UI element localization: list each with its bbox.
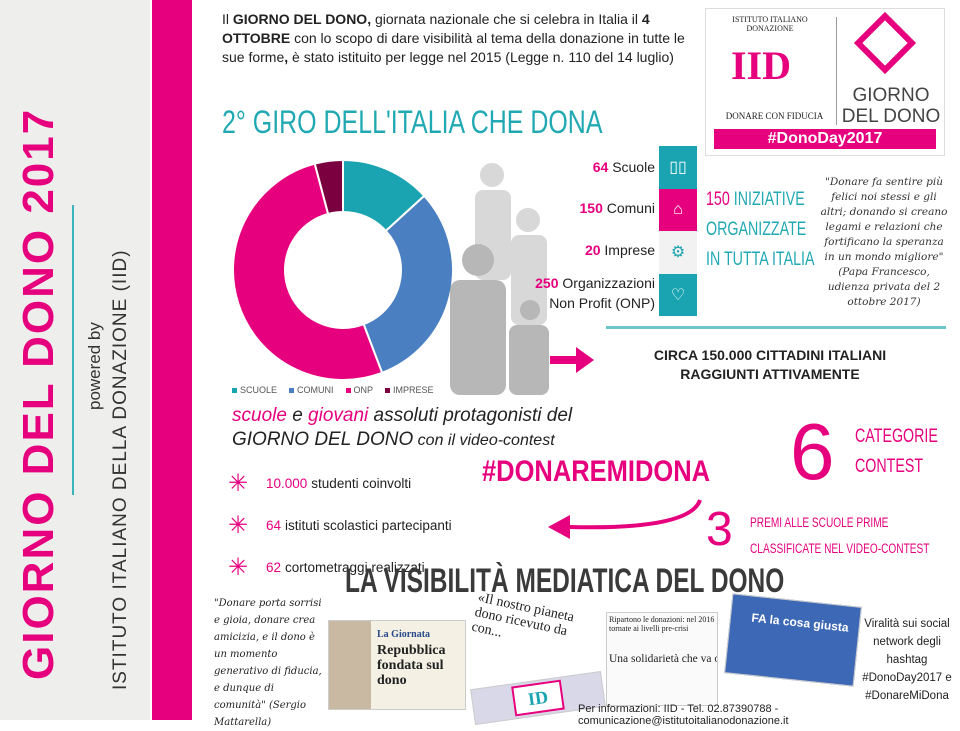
legend-swatch — [232, 388, 237, 394]
stat-comuni: 150 Comuni — [579, 200, 656, 216]
tv-screenshot: FA la cosa giusta — [724, 593, 862, 687]
building-icon: ⌂ — [659, 188, 697, 231]
newspaper-clip: La Giornata Repubblica fondata sul dono — [328, 620, 466, 710]
divider — [606, 326, 946, 329]
logo-divider — [836, 17, 837, 125]
legend-swatch — [289, 388, 295, 394]
logo-del-dono: DEL DONO — [841, 106, 941, 127]
pink-bar — [152, 0, 192, 720]
vertical-title: GIORNO DEL DONO 2017 — [14, 107, 63, 680]
powered-by: powered by — [85, 322, 104, 410]
prizes-label: PREMI ALLE SCUOLE PRIME CLASSIFICATE NEL … — [750, 515, 930, 556]
stat-imprese: 20 Imprese — [584, 242, 655, 258]
logo: IID ISTITUTO ITALIANO DONAZIONE DONARE C… — [705, 8, 945, 156]
donut-slice-onp — [232, 162, 384, 381]
virality-text: Viralità sui social network degli hashta… — [862, 618, 952, 702]
intro-text: Il GIORNO DEL DONO, giornata nazionale c… — [222, 11, 685, 65]
legend-item-comuni: COMUNI — [289, 385, 334, 395]
divider — [72, 205, 74, 495]
legend-item-onp: ONP — [345, 385, 373, 395]
footer-contact: Per informazioni: IID - Tel. 02.87390788… — [578, 703, 789, 727]
diamond-logo-icon — [853, 11, 917, 75]
heart-icon: ♡ — [659, 273, 697, 316]
hashtag-badge: #DonoDay2017 — [714, 129, 936, 149]
list-item: ✳ 62 cortometraggi realizzati — [228, 553, 425, 581]
legend-swatch — [385, 388, 391, 394]
hashtag-title: #DONAREMIDONA — [482, 455, 711, 488]
donut-slice-comuni — [362, 194, 454, 375]
categories-count: 6 — [790, 407, 835, 496]
legend-item-scuole: SCUOLE — [232, 385, 277, 395]
curved-arrow-icon — [548, 499, 702, 539]
book-icon: ▯▯ — [659, 146, 697, 189]
iid-logo: IID — [730, 43, 792, 88]
categories-label: CATEGORIE CONTEST — [855, 426, 938, 477]
section-heading: 2° GIRO DELL'ITALIA CHE DONA — [222, 104, 603, 140]
logo-arc: ISTITUTO ITALIANO DONAZIONE — [732, 15, 808, 33]
logo-motto: DONARE CON FIDUCIA — [725, 111, 824, 121]
media-title: LA VISIBILITÀ MEDIATICA DEL DONO — [345, 562, 785, 600]
list-item: ✳ 10.000 studenti coinvolti — [228, 469, 412, 497]
contest-stats: ✳ 10.000 studenti coinvolti ✳ 64 istituti sc… — [228, 462, 452, 588]
list-item: ✳ 64 istituti scolastici partecipanti — [228, 511, 452, 539]
mattarella-quote: "Donare porta sorrisi e gioia, donare cr… — [214, 598, 322, 728]
donut-chart — [232, 158, 454, 381]
legend-item-imprese: IMPRESE — [385, 385, 434, 395]
sidebar-background — [0, 0, 150, 720]
logo-giorno: GIORNO — [852, 85, 930, 106]
legend-swatch — [345, 388, 351, 394]
institute-name: ISTITUTO ITALIANO DELLA DONAZIONE (IID) — [110, 249, 131, 690]
asterisk-icon: ✳ — [228, 511, 249, 539]
asterisk-icon: ✳ — [228, 469, 249, 497]
stat-scuole: 64 Scuole — [592, 159, 655, 175]
people-icon — [450, 163, 549, 395]
newspaper-clip: Ripartono le donazioni: nel 2016 tornate… — [606, 612, 718, 706]
gears-icon: ⚙ — [659, 231, 697, 274]
stat-onp: 250 Organizzazioni Non Profit (ONP) — [535, 275, 655, 311]
video-contest-text: scuole e giovani assoluti protagonisti d… — [232, 405, 573, 450]
initiatives: 150 INIZIATIVE ORGANIZZATE IN TUTTA ITALIA — [706, 189, 815, 270]
arrow-right-icon — [550, 347, 594, 373]
category-tiles: ▯▯ ⌂ ⚙ ♡ — [659, 146, 697, 316]
chart-legend: SCUOLE COMUNI ONP IMPRESE — [232, 385, 434, 395]
pope-quote: "Donare fa sentire più felici noi stessi… — [820, 176, 948, 308]
newspaper-clip: «Il nostro pianeta dono ricevuto da con.… — [466, 590, 578, 672]
citizens-reached: CIRCA 150.000 CITTADINI ITALIANI RAGGIUNT… — [653, 347, 887, 382]
asterisk-icon: ✳ — [228, 553, 249, 581]
donut-slice-imprese — [313, 158, 344, 216]
prizes-count: 3 — [706, 503, 733, 556]
